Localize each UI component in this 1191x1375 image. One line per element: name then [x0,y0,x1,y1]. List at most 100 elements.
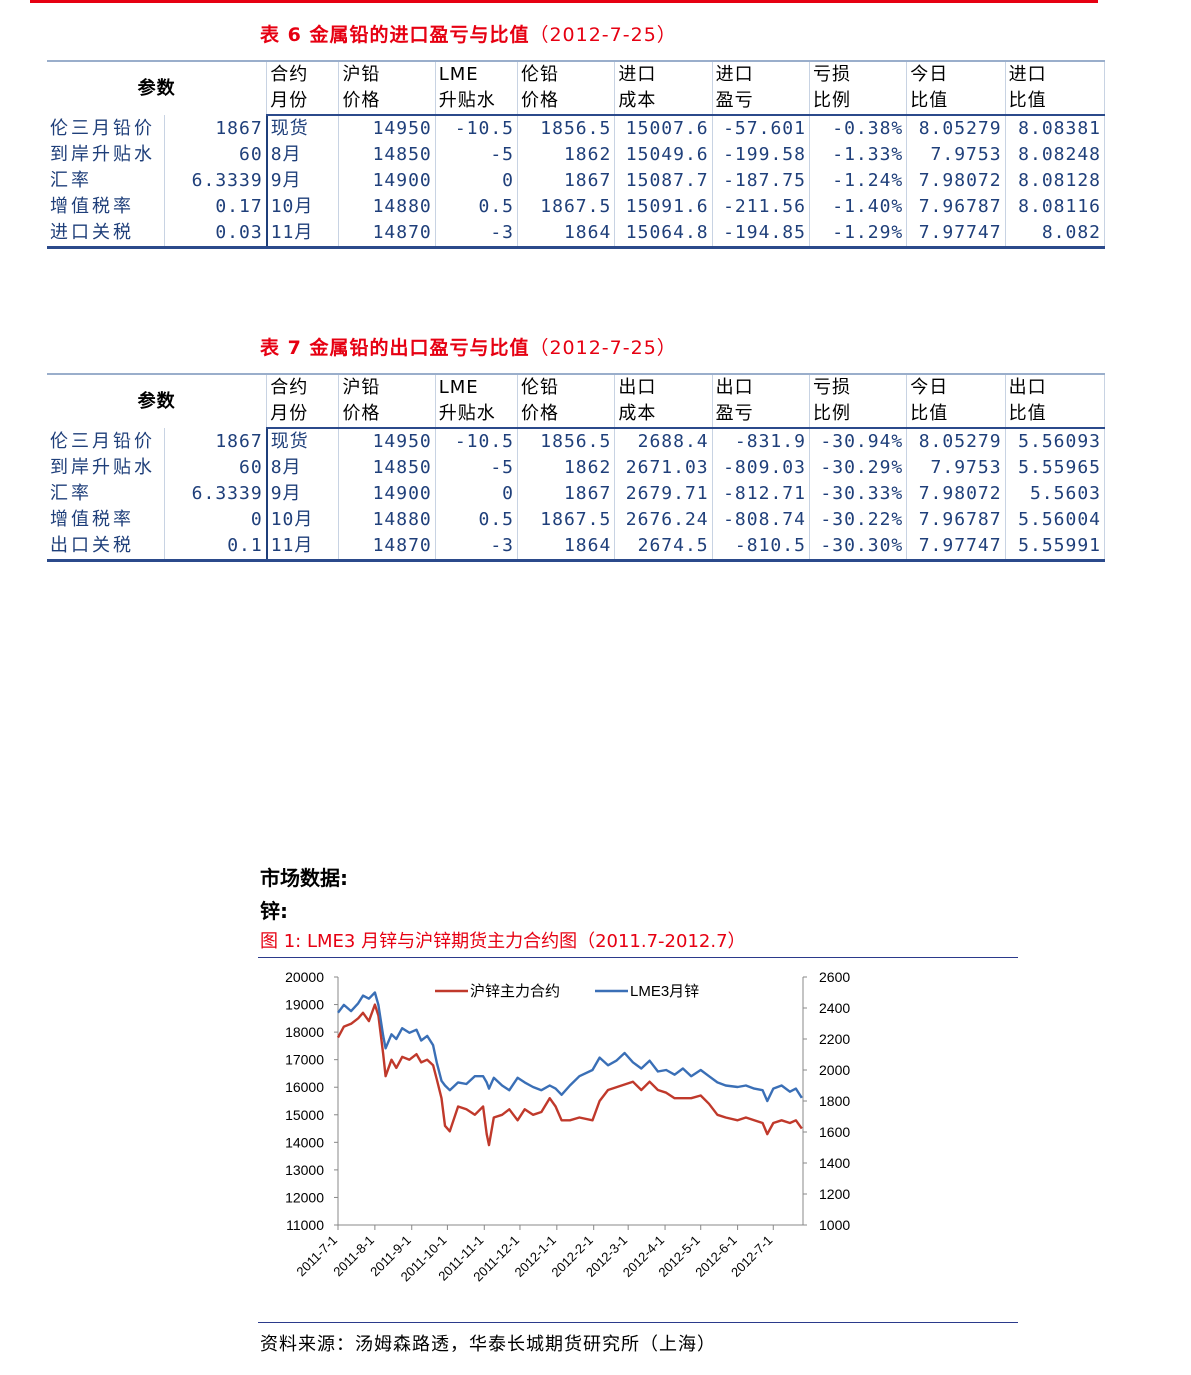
column-header-top: 亏损 [809,373,908,401]
table-cell: 11月 [266,533,340,562]
table-cell: 14900 [338,481,436,507]
table-row: 增值税率 0.17 10月 14880 0.5 1867.5 15091.6 -211.56-… [47,194,1106,220]
row-parameter-value: 1867 [164,115,268,142]
row-label: 进口关税 [47,220,165,249]
table-cell: -812.71 [712,481,810,507]
table-cell: 15091.6 [614,194,713,220]
table-cell: 2688.4 [614,428,713,455]
row-label: 出口关税 [47,533,165,562]
table-cell: 14880 [338,507,436,533]
row-label: 伦三月铅价 [47,115,165,142]
row-label: 到岸升贴水 [47,142,165,168]
table-cell: 1864 [517,220,616,249]
table-cell: 2671.03 [614,455,713,481]
column-header-bottom: 月份 [266,88,340,116]
column-header-top: LME [435,60,519,88]
table-cell: 0.5 [435,194,519,220]
y-left-tick-label: 13000 [285,1162,324,1178]
table-cell: 1862 [517,455,616,481]
table-cell: 8月 [266,142,340,168]
table-cell: 15007.6 [614,115,713,142]
column-header-bottom: 价格 [338,88,436,116]
table-cell: 1862 [517,142,616,168]
y-left-tick-label: 19000 [285,997,324,1013]
table-cell: 2674.5 [614,533,713,562]
table-cell: -1.29% [809,220,908,249]
series-line [336,1003,803,1147]
table-cell: -3 [435,533,519,562]
table-cell: 7.97747 [906,220,1006,249]
table-cell: 1867.5 [517,507,616,533]
y-left-tick-label: 14000 [285,1134,324,1150]
top-accent-bar [30,0,1098,3]
y-left-tick-label: 11000 [286,1217,324,1233]
table-cell: 7.9753 [906,455,1006,481]
figure-bottom-rule [258,1322,1018,1323]
column-header-top: 伦铅 [517,60,616,88]
column-header-top: 亏损 [809,60,908,88]
column-header-top: 今日 [906,60,1006,88]
row-parameter-value: 60 [164,455,268,481]
table-cell: 2676.24 [614,507,713,533]
table-cell: 8.05279 [906,115,1006,142]
table-cell: -5 [435,455,519,481]
table-cell: 9月 [266,481,340,507]
table-cell: -194.85 [712,220,810,249]
table-cell: 5.56004 [1005,507,1106,533]
table-cell: 1856.5 [517,115,616,142]
y-right-tick-label: 2600 [819,969,850,985]
column-header-bottom: 比值 [906,88,1006,116]
table-cell: 5.56093 [1005,428,1106,455]
table-cell: 0 [435,481,519,507]
row-parameter-value: 0 [164,507,268,533]
section-subheading: 锌: [260,899,288,923]
y-left-tick-label: 17000 [285,1052,324,1068]
table-cell: 14870 [338,533,436,562]
table-cell: 7.96787 [906,507,1006,533]
y-right-tick-label: 1200 [819,1186,850,1202]
column-header-bottom: 升贴水 [435,401,519,429]
param-header: 参数 [47,60,268,115]
table-cell: 14850 [338,455,436,481]
table-cell: 1867 [517,481,616,507]
table-cell: 15049.6 [614,142,713,168]
table-cell: 1856.5 [517,428,616,455]
table-row: 到岸升贴水 60 8月 14850 -5 1862 15049.6 -199.58 -1.33%… [47,142,1106,168]
param-header: 参数 [47,373,268,428]
row-label: 增值税率 [47,194,165,220]
y-left-tick-label: 18000 [285,1024,324,1040]
legend-label: 沪锌主力合约 [470,983,560,1000]
column-header-bottom: 价格 [517,88,616,116]
zinc-price-chart: 11000 12000 13000 14000 15000 16000 17000 18000… [285,969,850,1284]
table-cell: 现货 [266,428,340,455]
table-cell: 0.5 [435,507,519,533]
table-cell: 14850 [338,142,436,168]
table-cell: 8.08381 [1005,115,1106,142]
y-left-tick-label: 16000 [285,1079,324,1095]
row-parameter-value: 0.1 [164,533,268,562]
y-left-tick-label: 12000 [285,1189,324,1205]
column-header-bottom: 成本 [614,88,713,116]
table-cell: 14880 [338,194,436,220]
column-header-top: 进口 [614,60,713,88]
table-cell: -57.601 [712,115,810,142]
table-cell: 1864 [517,533,616,562]
y-right-tick-label: 1600 [819,1124,850,1140]
y-left-tick-label: 20000 [285,969,324,985]
table-cell: 0 [435,168,519,194]
row-label: 增值税率 [47,507,165,533]
column-header-top: 合约 [266,373,340,401]
column-header-bottom: 比值 [906,401,1006,429]
row-label: 汇率 [47,168,165,194]
table-cell: -30.33% [809,481,908,507]
row-label: 伦三月铅价 [47,428,165,455]
table-cell: -1.24% [809,168,908,194]
import-profit-table: 参数 合约 沪铅 LME 伦铅 进口 进口 亏损 今日 进口 月份 价格 升贴水 价格 成本 盈亏 比例 比值 比值… [47,60,1106,249]
column-header-top: 出口 [1005,373,1106,401]
table-cell: -30.22% [809,507,908,533]
table-cell: 14870 [338,220,436,249]
column-header-top: 出口 [614,373,713,401]
column-header-top: 沪铅 [338,373,436,401]
column-header-bottom: 月份 [266,401,340,429]
table-cell: -831.9 [712,428,810,455]
